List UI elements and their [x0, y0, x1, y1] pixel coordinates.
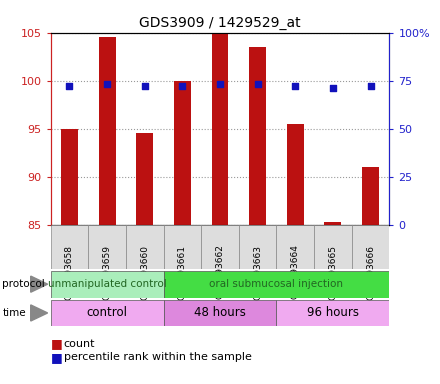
Text: GSM693662: GSM693662: [216, 245, 224, 300]
Bar: [362, 167, 379, 225]
Bar: [249, 47, 266, 225]
Title: GDS3909 / 1429529_at: GDS3909 / 1429529_at: [139, 16, 301, 30]
Point: [216, 81, 224, 88]
Bar: [201, 225, 239, 269]
Text: GSM693660: GSM693660: [140, 245, 149, 300]
Point: [141, 83, 148, 89]
Point: [367, 83, 374, 89]
Bar: [51, 300, 164, 326]
Point: [330, 85, 337, 91]
Point: [103, 81, 110, 88]
Bar: [324, 222, 341, 225]
Bar: [239, 225, 276, 269]
Bar: [314, 225, 352, 269]
Text: control: control: [87, 306, 128, 319]
Text: GSM693663: GSM693663: [253, 245, 262, 300]
Point: [66, 83, 73, 89]
Point: [179, 83, 186, 89]
Bar: [174, 81, 191, 225]
Bar: [164, 300, 276, 326]
Text: GSM693658: GSM693658: [65, 245, 74, 300]
Text: GSM693661: GSM693661: [178, 245, 187, 300]
Text: 48 hours: 48 hours: [194, 306, 246, 319]
Bar: [51, 225, 88, 269]
Text: ■: ■: [51, 337, 62, 350]
Bar: [88, 225, 126, 269]
Bar: [51, 271, 164, 298]
Polygon shape: [31, 276, 48, 292]
Point: [292, 83, 299, 89]
Text: time: time: [2, 308, 26, 318]
Text: ■: ■: [51, 351, 62, 364]
Text: GSM693665: GSM693665: [328, 245, 337, 300]
Bar: [287, 124, 304, 225]
Text: GSM693659: GSM693659: [103, 245, 112, 300]
Bar: [276, 225, 314, 269]
Text: unmanipulated control: unmanipulated control: [48, 279, 166, 289]
Text: GSM693666: GSM693666: [366, 245, 375, 300]
Text: count: count: [64, 339, 95, 349]
Text: percentile rank within the sample: percentile rank within the sample: [64, 352, 252, 362]
Bar: [136, 133, 153, 225]
Polygon shape: [31, 305, 48, 321]
Bar: [164, 225, 201, 269]
Text: oral submucosal injection: oral submucosal injection: [209, 279, 344, 289]
Bar: [99, 37, 116, 225]
Bar: [212, 33, 228, 225]
Point: [254, 81, 261, 88]
Text: GSM693664: GSM693664: [291, 245, 300, 300]
Bar: [352, 225, 389, 269]
Text: protocol: protocol: [2, 279, 45, 289]
Bar: [164, 271, 389, 298]
Text: 96 hours: 96 hours: [307, 306, 359, 319]
Bar: [126, 225, 164, 269]
Bar: [276, 300, 389, 326]
Bar: [61, 129, 78, 225]
